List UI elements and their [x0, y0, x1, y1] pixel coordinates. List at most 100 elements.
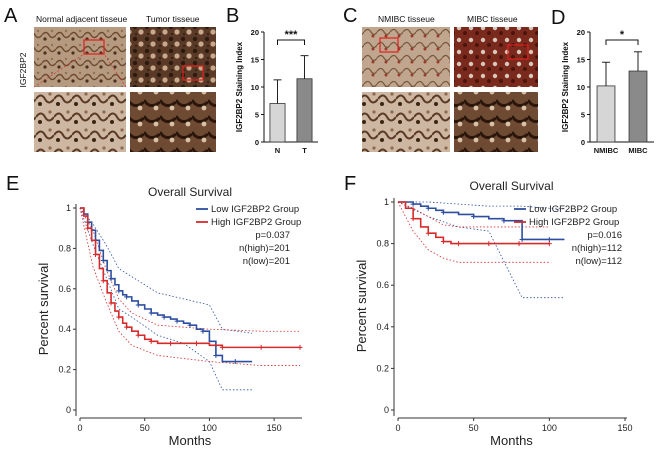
inset-box-tumor	[182, 65, 204, 81]
y-tick-label: 0	[581, 138, 585, 147]
censor-mark	[187, 322, 193, 328]
censor-mark	[516, 241, 522, 247]
significance-marker: *	[620, 29, 625, 41]
y-tick-label: 0.4	[58, 324, 71, 334]
y-tick-label: 0	[66, 405, 71, 415]
y-tick-label: 10	[251, 83, 259, 92]
y-axis-label: IGF2BP2 Staining Index	[561, 41, 570, 132]
y-tick-label: 5	[581, 111, 585, 120]
micrograph-mibc	[454, 27, 538, 87]
significance-marker: ***	[285, 29, 299, 41]
micrograph-nmibc	[362, 27, 450, 87]
histology-label-c-right: MIBC tisseue	[467, 14, 518, 24]
legend-label-high: High IGF2BP2 Group	[211, 217, 301, 228]
n-low: n(low)=201	[243, 256, 290, 267]
x-tick-label: 150	[617, 423, 632, 433]
censor-mark	[440, 209, 446, 215]
bar-chart-b: 0 5 10 15 20 N T *** IGF2BP2 Staining Index	[235, 28, 318, 155]
y-tick-label: 1	[66, 203, 71, 213]
survival-chart-f: 0 0.2 0.4 0.6 0.8 1 0 50 100 150 Overall Survival M…	[354, 179, 633, 448]
censor-mark	[148, 338, 154, 344]
p-value: p=0.037	[255, 230, 290, 241]
micrograph-mibc-zoom	[454, 92, 538, 152]
inset-box-normal	[83, 39, 105, 55]
censor-mark	[200, 328, 206, 334]
panel-label-f: F	[344, 173, 356, 195]
significance-bracket	[277, 39, 305, 45]
bar	[269, 103, 286, 143]
micrograph-nmibc-zoom	[362, 92, 450, 152]
zoom-guide	[103, 53, 127, 88]
n-low: n(low)=112	[575, 256, 622, 267]
censor-mark	[85, 225, 91, 231]
x-tick-label: MIBC	[628, 146, 648, 155]
y-tick-label: 10	[577, 83, 585, 92]
ci-high-lower	[397, 201, 550, 263]
y-tick-label: 0.6	[376, 280, 389, 290]
censor-mark	[410, 201, 416, 207]
censor-mark	[519, 236, 525, 242]
censor-mark	[108, 276, 114, 282]
censor-mark	[116, 314, 122, 320]
inset-box-nmibc	[379, 37, 399, 53]
censor-mark	[174, 318, 180, 324]
panel-label-c: C	[343, 5, 357, 27]
chart-title: Overall Survival	[148, 185, 232, 199]
y-axis-label: Percent survival	[36, 263, 51, 356]
y-tick-label: 0.8	[58, 243, 71, 253]
censor-mark	[168, 340, 174, 346]
censor-mark	[124, 324, 130, 330]
censor-mark	[100, 258, 106, 264]
x-tick-label: 50	[140, 423, 150, 433]
y-tick-label: 1	[384, 197, 389, 207]
histology-label-c-left: NMIBC tisseue	[378, 14, 435, 24]
y-tick-label: 5	[255, 111, 259, 120]
censor-mark	[297, 344, 303, 350]
ci-high-lower	[79, 207, 300, 366]
n-high: n(high)=112	[572, 243, 622, 254]
censor-mark	[425, 205, 431, 211]
y-tick-label: 0.4	[376, 322, 389, 332]
panel-label-d: D	[551, 7, 565, 29]
y-tick-label: 15	[577, 56, 585, 65]
censor-mark	[486, 241, 492, 247]
zoom-guide	[33, 53, 85, 88]
ci-high-upper	[397, 201, 550, 228]
x-axis-label: Months	[490, 433, 533, 448]
y-tick-label: 0	[384, 405, 389, 415]
survival-curve-high	[80, 207, 300, 349]
histology-label-a-right: Tumor tisseue	[146, 14, 200, 24]
p-value: p=0.016	[587, 230, 622, 241]
bar	[596, 85, 616, 143]
y-tick-label: 20	[251, 28, 259, 37]
n-high: n(high)=201	[239, 243, 290, 254]
survival-curve-low	[398, 201, 565, 241]
y-tick-label: 15	[251, 56, 259, 65]
censor-mark	[501, 218, 507, 224]
x-tick-label: 100	[542, 423, 557, 433]
y-axis-label: Percent survival	[354, 260, 369, 353]
panel-label-b: B	[226, 5, 239, 27]
censor-mark	[440, 239, 446, 245]
x-tick-label: T	[302, 146, 307, 155]
bar-chart-d: 0 5 10 15 20 NMIBC MIBC * IGF2BP2 Staining Index	[561, 28, 654, 155]
censor-mark	[108, 300, 114, 306]
censor-mark	[213, 352, 219, 358]
survival-curve-high	[398, 201, 550, 245]
panel-label-a: A	[4, 5, 18, 27]
ci-low-upper	[398, 201, 565, 209]
inset-box-mibc	[507, 44, 529, 60]
ci-high-upper	[79, 207, 300, 332]
x-tick-label: N	[275, 146, 280, 155]
censor-mark	[93, 251, 99, 257]
censor-mark	[148, 310, 154, 316]
histology-side-label: IGF2BP2	[18, 52, 28, 87]
bar	[628, 70, 648, 143]
micrograph-tumor	[130, 27, 216, 87]
micrograph-normal	[34, 27, 126, 87]
y-tick-label: 20	[577, 28, 585, 37]
x-axis-label: Months	[169, 433, 212, 448]
censor-mark	[258, 344, 264, 350]
censor-mark	[425, 230, 431, 236]
